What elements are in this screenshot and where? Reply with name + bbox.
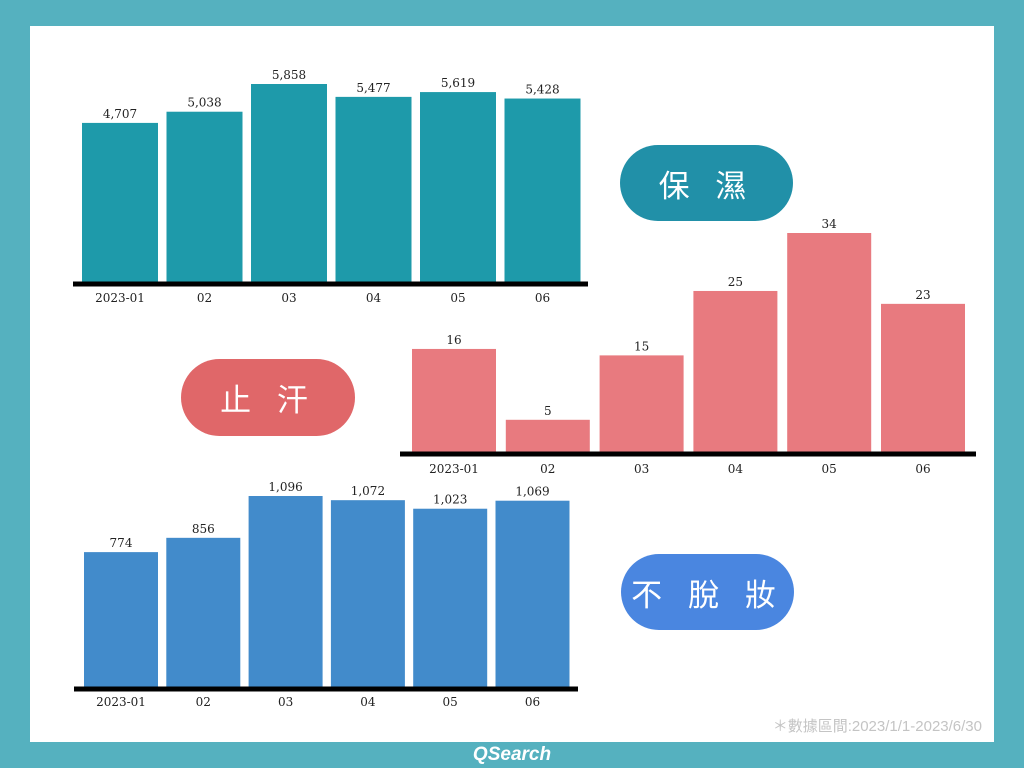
x-tick-label: 05 <box>443 695 458 709</box>
x-tick-label: 05 <box>450 291 465 305</box>
moisturizing-bar-chart: 4,707 2023-01 5,038 02 5,858 03 5,477 04 5,619 05… <box>73 68 588 305</box>
x-tick-label: 06 <box>525 695 540 709</box>
x-tick-label: 02 <box>197 291 212 305</box>
antiperspirant-bar-chart: 16 2023-01 5 02 15 03 25 04 34 05 23 06 <box>400 217 976 476</box>
longwear-bar-chart: 774 2023-01 856 02 1,096 03 1,072 04 1,023 05 1,06… <box>74 480 578 709</box>
x-tick-label: 03 <box>634 462 649 476</box>
bar-02 <box>166 111 243 282</box>
bar-value-label: 34 <box>822 217 838 231</box>
x-tick-label: 03 <box>281 291 296 305</box>
date-range-footnote: ＊數據區間:2023/1/1-2023/6/30 <box>772 718 982 735</box>
bar-value-label: 774 <box>110 536 133 550</box>
x-tick-label: 2023-01 <box>429 462 479 476</box>
bar-value-label: 23 <box>915 288 930 302</box>
bar-value-label: 5,619 <box>441 76 475 90</box>
bar-03 <box>248 496 323 687</box>
bar-value-label: 1,023 <box>433 493 467 507</box>
bar-value-label: 5,477 <box>356 81 390 95</box>
bar-05 <box>413 508 488 687</box>
bar-02 <box>166 537 241 687</box>
x-tick-label: 06 <box>535 291 550 305</box>
bar-value-label: 15 <box>634 339 649 353</box>
bar-06 <box>881 303 965 452</box>
bar-value-label: 1,096 <box>268 480 302 494</box>
bar-05 <box>787 233 872 452</box>
x-tick-label: 06 <box>915 462 930 476</box>
x-tick-label: 04 <box>360 695 376 709</box>
x-tick-label: 05 <box>822 462 837 476</box>
bar-02 <box>505 419 590 452</box>
x-tick-label: 02 <box>196 695 211 709</box>
x-tick-label: 03 <box>278 695 293 709</box>
bar-value-label: 856 <box>192 522 215 536</box>
bar-03 <box>599 355 684 452</box>
x-tick-label: 02 <box>540 462 555 476</box>
bar-value-label: 1,069 <box>515 485 549 499</box>
bar-2023-01 <box>412 348 496 452</box>
bar-04 <box>693 290 778 452</box>
x-tick-label: 04 <box>366 291 382 305</box>
bar-2023-01 <box>84 552 158 687</box>
bar-value-label: 5,428 <box>525 83 559 97</box>
bar-04 <box>335 96 412 282</box>
bar-value-label: 4,707 <box>103 107 137 121</box>
bar-06 <box>504 98 581 282</box>
bar-value-label: 25 <box>728 275 743 289</box>
x-tick-label: 2023-01 <box>95 291 145 305</box>
bar-value-label: 5,038 <box>187 96 221 110</box>
antiperspirant-label: 止 汗 <box>181 359 355 436</box>
bar-value-label: 5 <box>544 404 552 418</box>
bar-04 <box>330 500 405 687</box>
x-tick-label: 04 <box>728 462 744 476</box>
moisturizing-label: 保 濕 <box>620 145 793 221</box>
brand-logo-text: QSearch <box>472 744 552 765</box>
bar-value-label: 16 <box>446 333 461 347</box>
longwear-label: 不 脫 妝 <box>621 554 794 630</box>
bar-2023-01 <box>82 122 158 282</box>
bar-06 <box>495 500 570 687</box>
bar-05 <box>420 92 496 282</box>
bar-value-label: 1,072 <box>351 484 385 498</box>
x-tick-label: 2023-01 <box>96 695 146 709</box>
bar-value-label: 5,858 <box>272 68 306 82</box>
bar-03 <box>251 84 327 282</box>
